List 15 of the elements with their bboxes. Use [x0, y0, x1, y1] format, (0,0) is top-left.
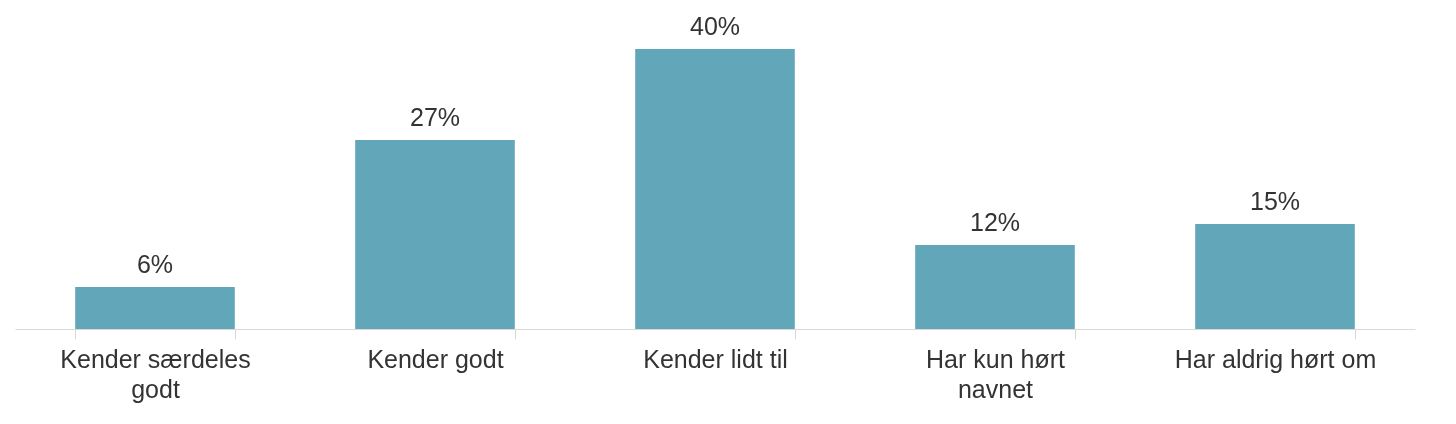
data-label: 27%: [409, 103, 461, 131]
data-label: 40%: [689, 12, 741, 40]
x-tick-label: Har aldrig hørt om: [1174, 344, 1377, 373]
x-tick-label: Kender godt: [367, 344, 504, 373]
x-tick-label: Kender særdeles godt: [60, 344, 251, 403]
bar: [635, 49, 795, 329]
data-label: 15%: [1249, 187, 1301, 215]
x-tick-label: Har kun hørt navnet: [926, 344, 1066, 403]
x-tick-label: Kender lidt til: [643, 344, 788, 373]
bar: [75, 287, 235, 329]
bar: [1195, 224, 1355, 329]
bar: [915, 245, 1075, 329]
data-label: 12%: [969, 208, 1021, 236]
bar: [355, 140, 515, 329]
data-label: 6%: [136, 250, 174, 278]
